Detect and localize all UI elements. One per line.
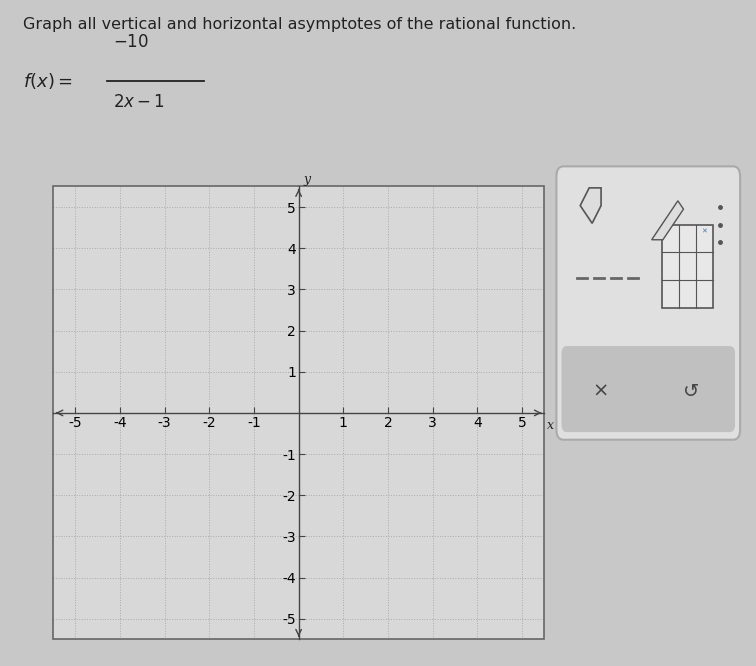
Text: $f(x)=$: $f(x)=$: [23, 71, 73, 91]
FancyBboxPatch shape: [556, 166, 740, 440]
Text: ×: ×: [593, 382, 609, 401]
Text: y: y: [303, 173, 310, 186]
Text: ↺: ↺: [683, 382, 699, 401]
Text: ✕: ✕: [702, 228, 707, 234]
Text: $-10$: $-10$: [113, 33, 150, 51]
Text: $2x-1$: $2x-1$: [113, 94, 166, 111]
Polygon shape: [581, 188, 601, 223]
Polygon shape: [652, 200, 683, 240]
FancyBboxPatch shape: [562, 346, 735, 432]
Bar: [662, 224, 713, 308]
Text: x: x: [547, 419, 553, 432]
Text: Graph all vertical and horizontal asymptotes of the rational function.: Graph all vertical and horizontal asympt…: [23, 17, 576, 32]
